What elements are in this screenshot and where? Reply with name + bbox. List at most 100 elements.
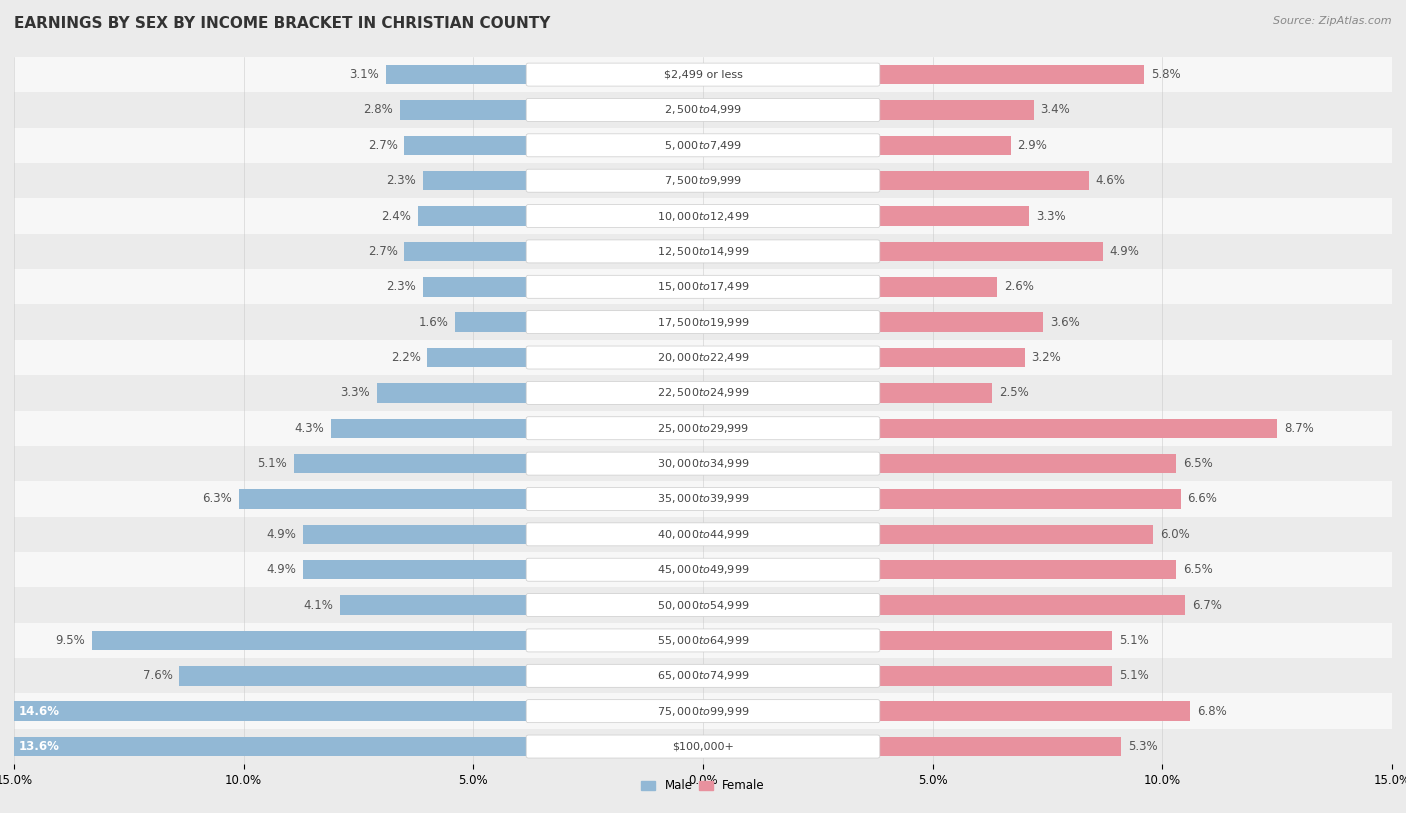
Text: 6.7%: 6.7% bbox=[1192, 598, 1222, 611]
FancyBboxPatch shape bbox=[526, 169, 880, 192]
Text: 3.3%: 3.3% bbox=[1036, 210, 1066, 223]
Text: $35,000 to $39,999: $35,000 to $39,999 bbox=[657, 493, 749, 506]
FancyBboxPatch shape bbox=[526, 205, 880, 228]
Text: 13.6%: 13.6% bbox=[18, 740, 59, 753]
Text: $75,000 to $99,999: $75,000 to $99,999 bbox=[657, 705, 749, 718]
Bar bbox=[14, 446, 1392, 481]
Bar bbox=[877, 631, 1112, 650]
Text: 5.8%: 5.8% bbox=[1152, 68, 1181, 81]
Text: $50,000 to $54,999: $50,000 to $54,999 bbox=[657, 598, 749, 611]
Text: 4.3%: 4.3% bbox=[294, 422, 323, 435]
Bar bbox=[340, 595, 529, 615]
Text: $45,000 to $49,999: $45,000 to $49,999 bbox=[657, 563, 749, 576]
Text: $2,500 to $4,999: $2,500 to $4,999 bbox=[664, 103, 742, 116]
Bar bbox=[14, 552, 1392, 587]
Text: $25,000 to $29,999: $25,000 to $29,999 bbox=[657, 422, 749, 435]
Bar bbox=[877, 702, 1189, 721]
Bar bbox=[14, 198, 1392, 234]
Text: $40,000 to $44,999: $40,000 to $44,999 bbox=[657, 528, 749, 541]
Text: 3.6%: 3.6% bbox=[1050, 315, 1080, 328]
Text: 5.1%: 5.1% bbox=[257, 457, 287, 470]
FancyBboxPatch shape bbox=[526, 346, 880, 369]
Text: 2.6%: 2.6% bbox=[1004, 280, 1033, 293]
Text: 2.8%: 2.8% bbox=[363, 103, 392, 116]
Bar bbox=[14, 340, 1392, 375]
Bar bbox=[14, 659, 1392, 693]
Bar bbox=[14, 729, 1392, 764]
FancyBboxPatch shape bbox=[526, 735, 880, 758]
Bar bbox=[14, 481, 1392, 517]
Bar bbox=[14, 517, 1392, 552]
Bar bbox=[877, 100, 1033, 120]
FancyBboxPatch shape bbox=[526, 488, 880, 511]
Bar bbox=[456, 312, 529, 332]
Bar bbox=[14, 233, 1392, 269]
Bar bbox=[418, 207, 529, 226]
Bar bbox=[14, 57, 1392, 92]
Text: 2.3%: 2.3% bbox=[387, 174, 416, 187]
FancyBboxPatch shape bbox=[526, 240, 880, 263]
Text: 3.3%: 3.3% bbox=[340, 386, 370, 399]
FancyBboxPatch shape bbox=[526, 700, 880, 723]
Text: $2,499 or less: $2,499 or less bbox=[664, 70, 742, 80]
Text: 6.8%: 6.8% bbox=[1197, 705, 1226, 718]
FancyBboxPatch shape bbox=[526, 417, 880, 440]
Bar bbox=[877, 65, 1144, 85]
FancyBboxPatch shape bbox=[526, 98, 880, 121]
Bar bbox=[877, 489, 1181, 509]
Bar bbox=[14, 163, 1392, 198]
Text: 4.6%: 4.6% bbox=[1095, 174, 1126, 187]
FancyBboxPatch shape bbox=[526, 276, 880, 298]
Bar bbox=[877, 560, 1175, 580]
Text: 2.7%: 2.7% bbox=[368, 245, 398, 258]
Text: $7,500 to $9,999: $7,500 to $9,999 bbox=[664, 174, 742, 187]
Bar bbox=[294, 454, 529, 473]
Text: 9.5%: 9.5% bbox=[55, 634, 86, 647]
Text: $30,000 to $34,999: $30,000 to $34,999 bbox=[657, 457, 749, 470]
Bar bbox=[180, 666, 529, 685]
Text: 6.5%: 6.5% bbox=[1182, 563, 1213, 576]
Text: 2.3%: 2.3% bbox=[387, 280, 416, 293]
FancyBboxPatch shape bbox=[526, 381, 880, 404]
Bar bbox=[304, 560, 529, 580]
Bar bbox=[239, 489, 529, 509]
Bar bbox=[405, 241, 529, 261]
Bar bbox=[377, 383, 529, 402]
Text: 7.6%: 7.6% bbox=[142, 669, 173, 682]
FancyBboxPatch shape bbox=[526, 63, 880, 86]
Bar bbox=[877, 595, 1185, 615]
Text: 4.1%: 4.1% bbox=[304, 598, 333, 611]
Text: Source: ZipAtlas.com: Source: ZipAtlas.com bbox=[1274, 16, 1392, 26]
Text: 4.9%: 4.9% bbox=[267, 528, 297, 541]
Bar bbox=[304, 524, 529, 544]
Bar bbox=[14, 411, 1392, 446]
Text: 2.9%: 2.9% bbox=[1018, 139, 1047, 152]
Bar bbox=[14, 269, 1392, 304]
Text: 3.4%: 3.4% bbox=[1040, 103, 1070, 116]
Bar bbox=[14, 376, 1392, 411]
Bar bbox=[405, 136, 529, 155]
Bar bbox=[93, 631, 529, 650]
Text: 6.6%: 6.6% bbox=[1188, 493, 1218, 506]
Text: $15,000 to $17,499: $15,000 to $17,499 bbox=[657, 280, 749, 293]
Text: $17,500 to $19,999: $17,500 to $19,999 bbox=[657, 315, 749, 328]
Text: 1.6%: 1.6% bbox=[418, 315, 449, 328]
Bar bbox=[877, 136, 1011, 155]
Text: 2.7%: 2.7% bbox=[368, 139, 398, 152]
Bar bbox=[427, 348, 529, 367]
FancyBboxPatch shape bbox=[526, 629, 880, 652]
Text: 5.1%: 5.1% bbox=[1119, 634, 1149, 647]
Text: 8.7%: 8.7% bbox=[1284, 422, 1313, 435]
FancyBboxPatch shape bbox=[526, 134, 880, 157]
Text: 3.1%: 3.1% bbox=[350, 68, 380, 81]
Text: 6.3%: 6.3% bbox=[202, 493, 232, 506]
Text: 4.9%: 4.9% bbox=[267, 563, 297, 576]
FancyBboxPatch shape bbox=[526, 559, 880, 581]
FancyBboxPatch shape bbox=[526, 452, 880, 475]
Bar bbox=[877, 207, 1029, 226]
Text: $10,000 to $12,499: $10,000 to $12,499 bbox=[657, 210, 749, 223]
FancyBboxPatch shape bbox=[526, 593, 880, 616]
Text: 2.5%: 2.5% bbox=[1000, 386, 1029, 399]
Text: 5.3%: 5.3% bbox=[1128, 740, 1157, 753]
Text: $100,000+: $100,000+ bbox=[672, 741, 734, 751]
